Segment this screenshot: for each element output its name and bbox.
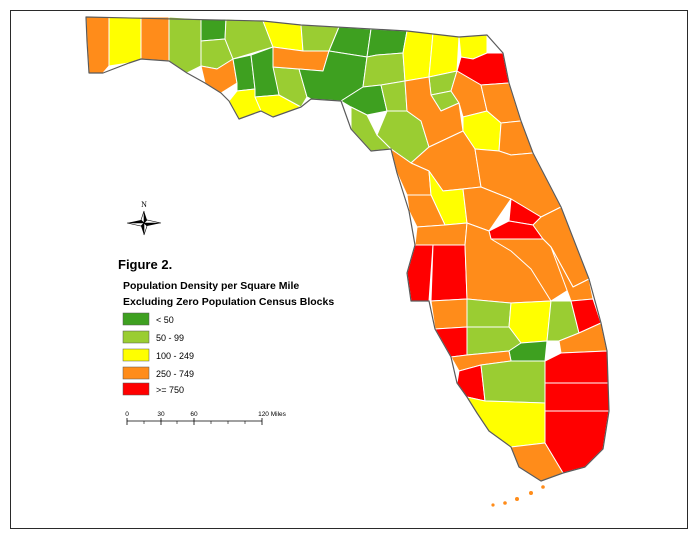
scale-tick-label: 120 Miles: [258, 411, 287, 418]
scale-tick-label: 60: [190, 411, 198, 418]
county-palm-beach: [544, 350, 610, 384]
county-pinellas: [406, 244, 434, 302]
county-escambia: [85, 16, 110, 74]
legend-label: 100 - 249: [156, 351, 194, 361]
county-indian-river: [550, 246, 594, 302]
county-collier: [466, 396, 546, 448]
scale-tick-label: 30: [157, 411, 165, 418]
map-frame: N Figure 2. Population Density per Squar…: [10, 10, 688, 529]
state-coastline: [85, 16, 610, 482]
legend-title-line1: Population Density per Square Mile: [123, 280, 299, 292]
key-island: [529, 491, 533, 495]
county-lake: [462, 186, 512, 232]
county-lee: [456, 364, 486, 402]
county-hardee: [466, 298, 512, 328]
county-broward: [544, 382, 610, 412]
county-walton: [168, 16, 202, 74]
legend-label: >= 750: [156, 385, 184, 395]
key-island: [503, 501, 507, 505]
scale-tick-label: 0: [125, 411, 129, 418]
legend-item: 50 - 99: [122, 330, 184, 344]
legend-label: < 50: [156, 315, 174, 325]
legend-swatch: [122, 348, 150, 362]
legend-label: 250 - 749: [156, 369, 194, 379]
key-island: [515, 497, 519, 501]
legend-swatch: [122, 382, 150, 396]
legend-item: 250 - 749: [122, 366, 194, 380]
county-hendry: [480, 360, 546, 404]
legend-item: < 50: [122, 312, 174, 326]
county-osceola: [490, 238, 574, 302]
county-okaloosa: [140, 16, 170, 62]
key-island: [541, 485, 545, 489]
north-arrow: N: [126, 200, 162, 236]
county-layer: [85, 16, 610, 482]
legend-swatch: [122, 312, 150, 326]
north-label: N: [141, 200, 147, 209]
legend: < 50 50 - 99 100 - 249 250 - 749 >= 750: [122, 312, 194, 396]
county-columbia: [402, 30, 434, 82]
county-sarasota: [434, 326, 468, 358]
legend-swatch: [122, 366, 150, 380]
compass-rose-icon: [126, 210, 162, 236]
legend-item: >= 750: [122, 382, 184, 396]
county-holmes: [200, 18, 227, 42]
figure-title: Figure 2.: [118, 257, 172, 272]
scale-bar: 0 30 60 120 Miles: [125, 411, 287, 425]
florida-county-map: N Figure 2. Population Density per Squar…: [85, 16, 610, 507]
county-pasco: [414, 222, 468, 246]
legend-item: 100 - 249: [122, 348, 194, 362]
legend-title-line2: Excluding Zero Population Census Blocks: [123, 296, 334, 308]
key-island: [491, 503, 495, 507]
county-baker: [428, 32, 460, 78]
county-manatee: [430, 298, 468, 330]
florida-keys: [491, 485, 545, 507]
legend-label: 50 - 99: [156, 333, 184, 343]
county-alachua: [404, 76, 464, 148]
county-hillsborough: [430, 244, 468, 302]
legend-swatch: [122, 330, 150, 344]
county-santa-rosa: [108, 16, 142, 67]
